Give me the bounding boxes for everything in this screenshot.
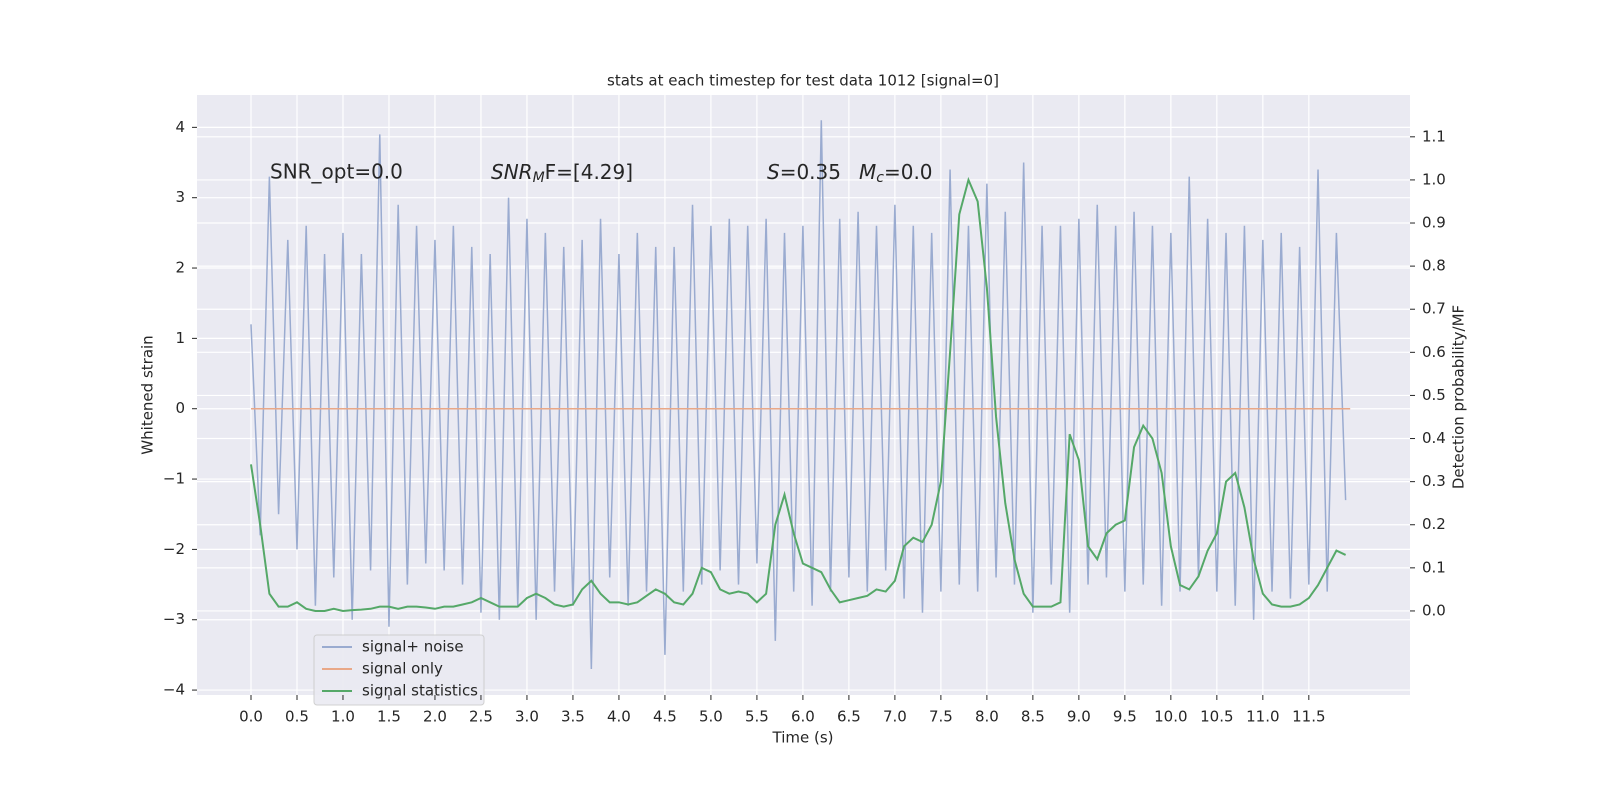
y-tick-label: −4	[163, 681, 185, 699]
annotation-part: M	[533, 170, 545, 186]
x-tick-label: 0.5	[285, 708, 309, 726]
y-tick-label: 1	[175, 329, 185, 347]
x-tick-label: 7.5	[929, 708, 953, 726]
y2-tick-label: 0.9	[1422, 214, 1446, 232]
x-tick-label: 2.0	[423, 708, 447, 726]
y-tick-label: 0	[175, 399, 185, 417]
y2-axis-label: Detection probability/MF	[1450, 305, 1468, 489]
legend-label: signal only	[362, 660, 443, 678]
x-tick-label: 3.0	[515, 708, 539, 726]
y2-tick-label: 1.1	[1422, 127, 1446, 145]
y2-tick-label: 0.7	[1422, 300, 1446, 318]
legend-box	[313, 634, 485, 706]
y2-tick-label: 0.1	[1422, 558, 1446, 576]
x-axis-label: Time (s)	[772, 729, 834, 747]
x-tick-label: 9.0	[1067, 708, 1091, 726]
x-tick-label: 11.5	[1292, 708, 1325, 726]
x-tick-label: 0.0	[239, 708, 263, 726]
annotation: SNR_opt=0.0	[270, 160, 403, 184]
annotation-part: F=[4.29]	[545, 160, 633, 184]
x-tick-label: 10.5	[1200, 708, 1233, 726]
y2-tick-label: 0.2	[1422, 515, 1446, 533]
legend: signal+ noise signal only signal statistic…	[313, 634, 485, 706]
annotation: SNRMF=[4.29]	[491, 160, 633, 187]
x-tick-label: 5.5	[745, 708, 769, 726]
x-tick-label: 1.5	[377, 708, 401, 726]
legend-label: signal+ noise	[362, 638, 464, 656]
x-tick-label: 1.0	[331, 708, 355, 726]
annotation-part: c	[876, 170, 884, 186]
y2-tick-label: 0.4	[1422, 429, 1446, 447]
grid	[197, 95, 1410, 695]
x-tick-label: 4.5	[653, 708, 677, 726]
annotation-part: =0.0	[884, 160, 933, 184]
x-tick-label: 4.0	[607, 708, 631, 726]
y2-tick-label: 0.0	[1422, 601, 1446, 619]
x-tick-label: 8.5	[1021, 708, 1045, 726]
x-tick-label: 5.0	[699, 708, 723, 726]
x-tick-label: 2.5	[469, 708, 493, 726]
marks	[250, 120, 1351, 669]
chart-title: stats at each timestep for test data 101…	[607, 72, 999, 90]
y-tick-label: 4	[175, 118, 185, 136]
legend-label: signal statistics	[362, 682, 478, 700]
y2-tick-label: 0.8	[1422, 257, 1446, 275]
x-tick-label: 3.5	[561, 708, 585, 726]
y-tick-label: −1	[163, 470, 185, 488]
y2-tick-label: 1.0	[1422, 170, 1446, 188]
annotation-part: M	[859, 160, 876, 184]
y-tick-label: 3	[175, 188, 185, 206]
y-axis-label: Whitened strain	[139, 335, 157, 454]
x-tick-label: 6.5	[837, 708, 861, 726]
x-tick-label: 8.0	[975, 708, 999, 726]
annotation-part: S	[767, 160, 780, 184]
annotation-part: =0.35	[780, 160, 841, 184]
x-tick-label: 7.0	[883, 708, 907, 726]
y2-tick-label: 0.6	[1422, 343, 1446, 361]
x-tick-label: 9.5	[1113, 708, 1137, 726]
annotation: S=0.35	[767, 160, 841, 184]
y-tick-label: 2	[175, 259, 185, 277]
y-tick-label: −2	[163, 540, 185, 558]
y2-tick-label: 0.3	[1422, 472, 1446, 490]
x-tick-label: 11.0	[1246, 708, 1279, 726]
annotation: Mc=0.0	[859, 160, 933, 187]
annotation-part: SNR	[491, 160, 533, 184]
y-tick-label: −3	[163, 610, 185, 628]
series-line	[250, 176, 1347, 612]
x-tick-label: 6.0	[791, 708, 815, 726]
y2-tick-label: 0.5	[1422, 386, 1446, 404]
x-tick-label: 10.0	[1154, 708, 1187, 726]
